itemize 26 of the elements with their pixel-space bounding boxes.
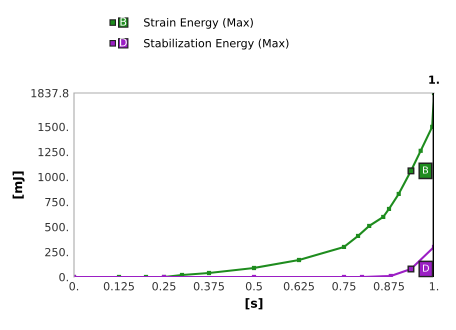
x-tick-label: 0.125 [104,282,134,290]
x-tick-label: 0.875 [374,282,404,290]
legend-label: Stabilization Energy (Max) [144,38,288,50]
x-tick-label: 1. [430,282,438,290]
y-axis-title: [mJ] [12,172,25,198]
x-tick-label: 0.375 [194,282,224,290]
y-tick-label: 0. [59,272,68,282]
y-tick-label: 1250. [38,148,68,156]
x-axis-title: [s] [246,298,262,310]
text: D [120,38,127,46]
legend-label: Strain Energy (Max) [144,18,253,29]
y-tick-label: 500. [45,222,68,232]
y-tick-label: 1000. [38,172,68,182]
x-tick-label: 0.5 [246,282,262,290]
text: B [120,18,126,26]
ref-line-label: 1. [429,76,439,84]
y-tick-label: 1837.8 [31,88,68,98]
y-tick-label: 750. [45,198,68,206]
x-tick-label: 0.75 [332,282,356,290]
y-tick-label: 250. [45,248,68,256]
x-tick-label: 0.25 [152,282,176,290]
y-tick-label: 1500. [38,122,68,132]
x-tick-label: 0.625 [284,282,314,290]
annotation: B [423,166,428,174]
annotation: D [423,264,429,272]
x-tick-label: 0. [69,282,78,290]
